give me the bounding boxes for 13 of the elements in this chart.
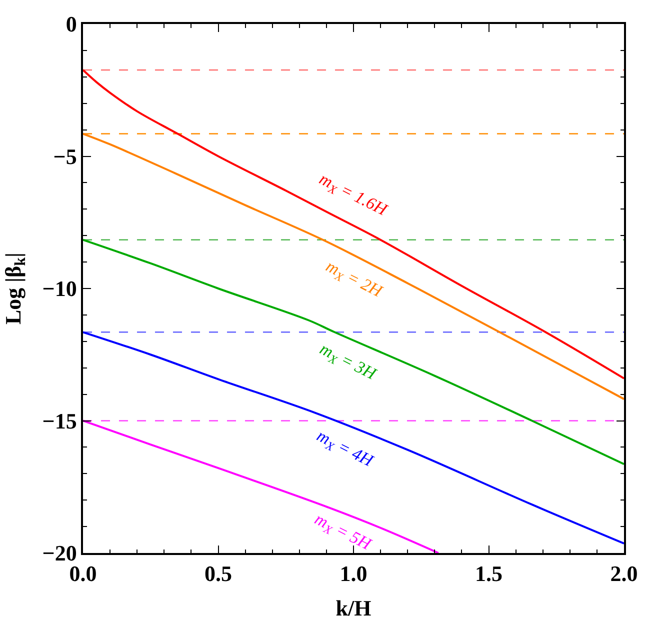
line-series [83, 238, 624, 466]
y-tick-label: −15 [42, 408, 77, 434]
x-tick-label: 2.0 [610, 561, 638, 586]
y-tick-label: −10 [42, 276, 77, 302]
x-tick-label: 0.5 [204, 561, 232, 586]
line-series [83, 69, 624, 380]
x-tick-label: 1.5 [475, 561, 502, 586]
y-tick-label: −5 [53, 144, 77, 169]
x-tick-label: 1.0 [340, 561, 368, 586]
line-series [83, 132, 624, 400]
line-series [83, 420, 440, 553]
y-tick-label: 0 [66, 12, 77, 37]
x-axis-title: k/H [336, 596, 372, 621]
